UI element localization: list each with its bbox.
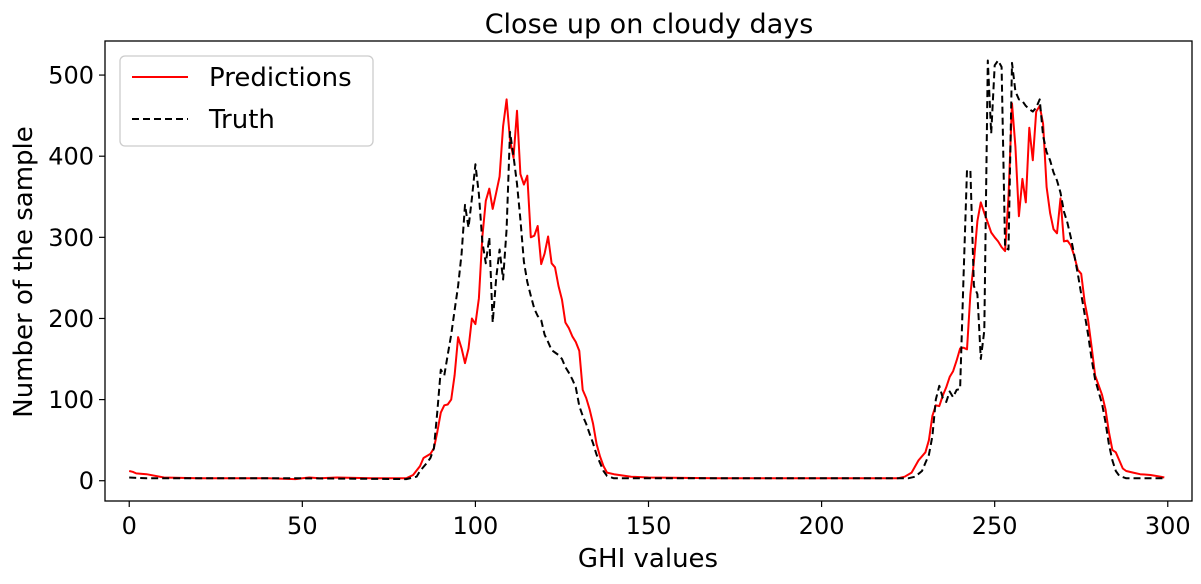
plot-area: 0 50 100 150 200 250 300 0 100 200 300 400 500	[48, 40, 1193, 540]
x-tick-label: 250	[972, 512, 1018, 540]
y-axis: 0 100 200 300 400 500	[48, 62, 105, 495]
legend-box	[119, 55, 374, 147]
series-line-predictions	[128, 98, 1165, 481]
series-line-truth	[129, 59, 1165, 481]
legend: Predictions Truth	[119, 55, 374, 147]
x-axis-title: GHI values	[578, 544, 718, 574]
y-tick-label: 100	[48, 386, 94, 414]
y-tick-label: 500	[48, 62, 94, 90]
x-axis: 0 50 100 150 200 250 300	[122, 501, 1191, 540]
y-tick-label: 0	[79, 467, 94, 495]
series-layer	[128, 59, 1165, 481]
y-axis-title: Number of the sample	[9, 126, 39, 418]
y-tick-label: 200	[48, 305, 94, 333]
legend-label-predictions: Predictions	[209, 63, 352, 93]
y-tick-label: 400	[48, 143, 94, 171]
chart-title: Close up on cloudy days	[485, 9, 814, 40]
x-tick-label: 200	[799, 512, 845, 540]
x-tick-label: 50	[287, 512, 318, 540]
x-tick-label: 300	[1145, 512, 1191, 540]
x-tick-label: 0	[122, 512, 137, 540]
x-tick-label: 150	[626, 512, 672, 540]
legend-label-truth: Truth	[208, 105, 275, 135]
x-tick-label: 100	[453, 512, 499, 540]
y-tick-label: 300	[48, 224, 94, 252]
